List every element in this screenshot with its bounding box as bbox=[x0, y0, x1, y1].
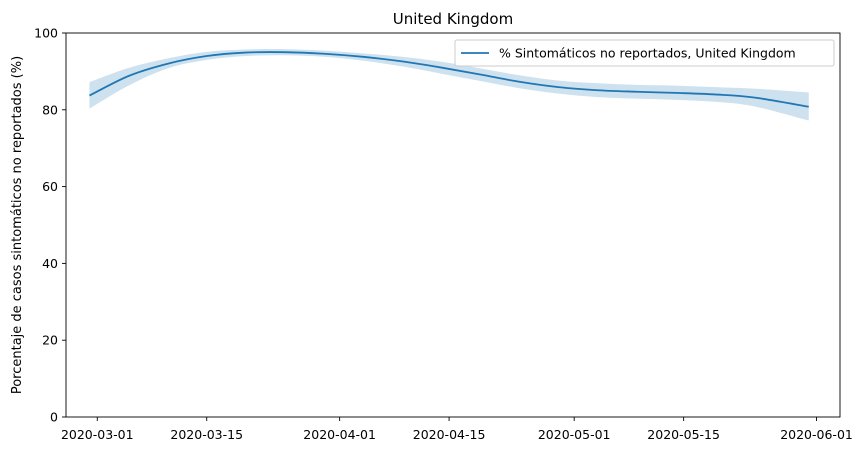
y-tick-label: 0 bbox=[50, 410, 58, 425]
chart-title: United Kingdom bbox=[393, 10, 513, 28]
x-tick-label: 2020-05-01 bbox=[538, 427, 611, 442]
confidence-band bbox=[89, 49, 809, 121]
y-tick-label: 40 bbox=[42, 256, 58, 271]
x-tick-label: 2020-04-15 bbox=[413, 427, 486, 442]
y-tick-label: 80 bbox=[42, 102, 58, 117]
plot-area bbox=[89, 49, 809, 121]
x-tick-label: 2020-03-15 bbox=[170, 427, 243, 442]
axes-frame bbox=[65, 32, 841, 418]
y-axis-label: Porcentaje de casos sintomáticos no repo… bbox=[10, 56, 25, 394]
x-tick-label: 2020-04-01 bbox=[303, 427, 376, 442]
y-tick-label: 60 bbox=[42, 179, 58, 194]
x-tick-label: 2020-03-01 bbox=[61, 427, 134, 442]
y-tick-label: 20 bbox=[42, 333, 58, 348]
legend-label: % Sintomáticos no reportados, United Kin… bbox=[499, 46, 796, 61]
legend-box bbox=[454, 39, 835, 67]
x-tick-label: 2020-06-01 bbox=[780, 427, 853, 442]
series-line bbox=[89, 51, 809, 108]
axes: 0 20 40 60 80 100 2020-03-01 2020-03-15 2020-04-… bbox=[34, 26, 853, 443]
y-tick-label: 100 bbox=[34, 26, 58, 41]
x-tick-label: 2020-05-15 bbox=[647, 427, 720, 442]
legend: % Sintomáticos no reportados, United Kin… bbox=[454, 39, 835, 67]
